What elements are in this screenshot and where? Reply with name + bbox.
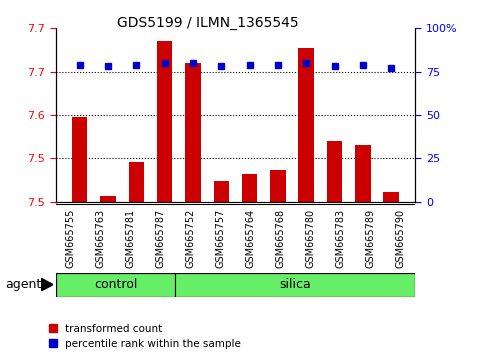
Text: GSM665752: GSM665752 — [185, 209, 196, 268]
Text: GSM665787: GSM665787 — [156, 209, 166, 268]
Bar — [128, 162, 144, 202]
Text: GSM665755: GSM665755 — [66, 209, 75, 268]
Bar — [213, 181, 229, 202]
Bar — [270, 170, 286, 202]
Text: GSM665763: GSM665763 — [96, 209, 105, 268]
Bar — [56, 273, 175, 297]
Bar — [384, 192, 399, 202]
Bar — [327, 141, 342, 202]
Text: GSM665757: GSM665757 — [215, 209, 226, 268]
Bar — [185, 63, 201, 202]
Bar — [100, 196, 116, 202]
Legend: transformed count, percentile rank within the sample: transformed count, percentile rank withi… — [49, 324, 241, 349]
Polygon shape — [41, 278, 53, 291]
Bar — [157, 41, 172, 202]
Bar — [175, 273, 415, 297]
Text: control: control — [94, 278, 137, 291]
Text: GSM665789: GSM665789 — [366, 209, 375, 268]
Bar — [298, 48, 314, 202]
Bar — [72, 117, 87, 202]
Text: GSM665781: GSM665781 — [126, 209, 136, 268]
Text: GSM665780: GSM665780 — [305, 209, 315, 268]
Text: GSM665768: GSM665768 — [275, 209, 285, 268]
Text: silica: silica — [280, 278, 312, 291]
Text: agent: agent — [5, 278, 41, 291]
Bar — [242, 174, 257, 202]
Text: GSM665790: GSM665790 — [396, 209, 405, 268]
Text: GDS5199 / ILMN_1365545: GDS5199 / ILMN_1365545 — [117, 16, 298, 30]
Text: GSM665783: GSM665783 — [335, 209, 345, 268]
Text: GSM665764: GSM665764 — [245, 209, 256, 268]
Bar — [355, 144, 370, 202]
